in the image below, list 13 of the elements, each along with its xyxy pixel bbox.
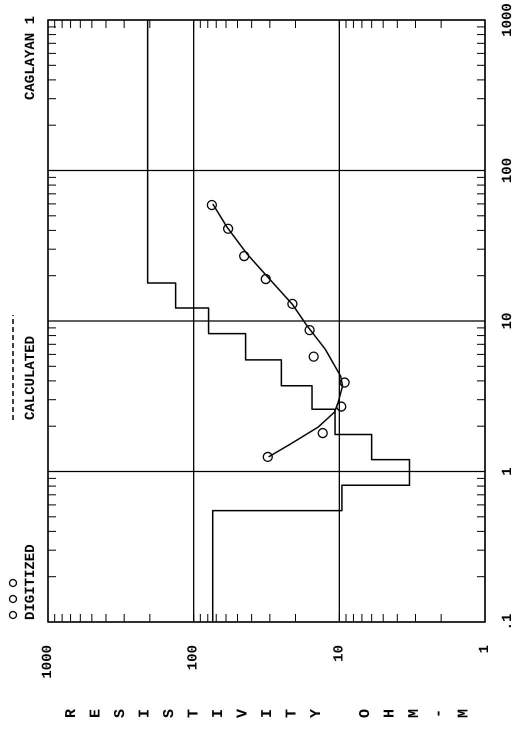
x-tick-label: 100 <box>186 645 202 670</box>
x-tick-label: 10 <box>331 645 348 662</box>
y-tick-label: .1 <box>500 614 516 630</box>
legend-label: CALCULATED <box>23 336 39 420</box>
x-tick-label: 1000 <box>40 645 56 679</box>
legend-label: DIGITIZED <box>23 544 39 620</box>
text: CAGLAYAN 1 <box>23 16 39 100</box>
y-tick-label: 100 <box>500 158 516 184</box>
y-tick-label: 1 <box>500 467 516 476</box>
x-tick-label: 1 <box>477 645 493 654</box>
x-axis-title: RESISTIVITY OHM-M <box>63 693 472 718</box>
y-tick-label: 10 <box>500 312 516 330</box>
y-tick-label: 1000 <box>500 3 516 37</box>
